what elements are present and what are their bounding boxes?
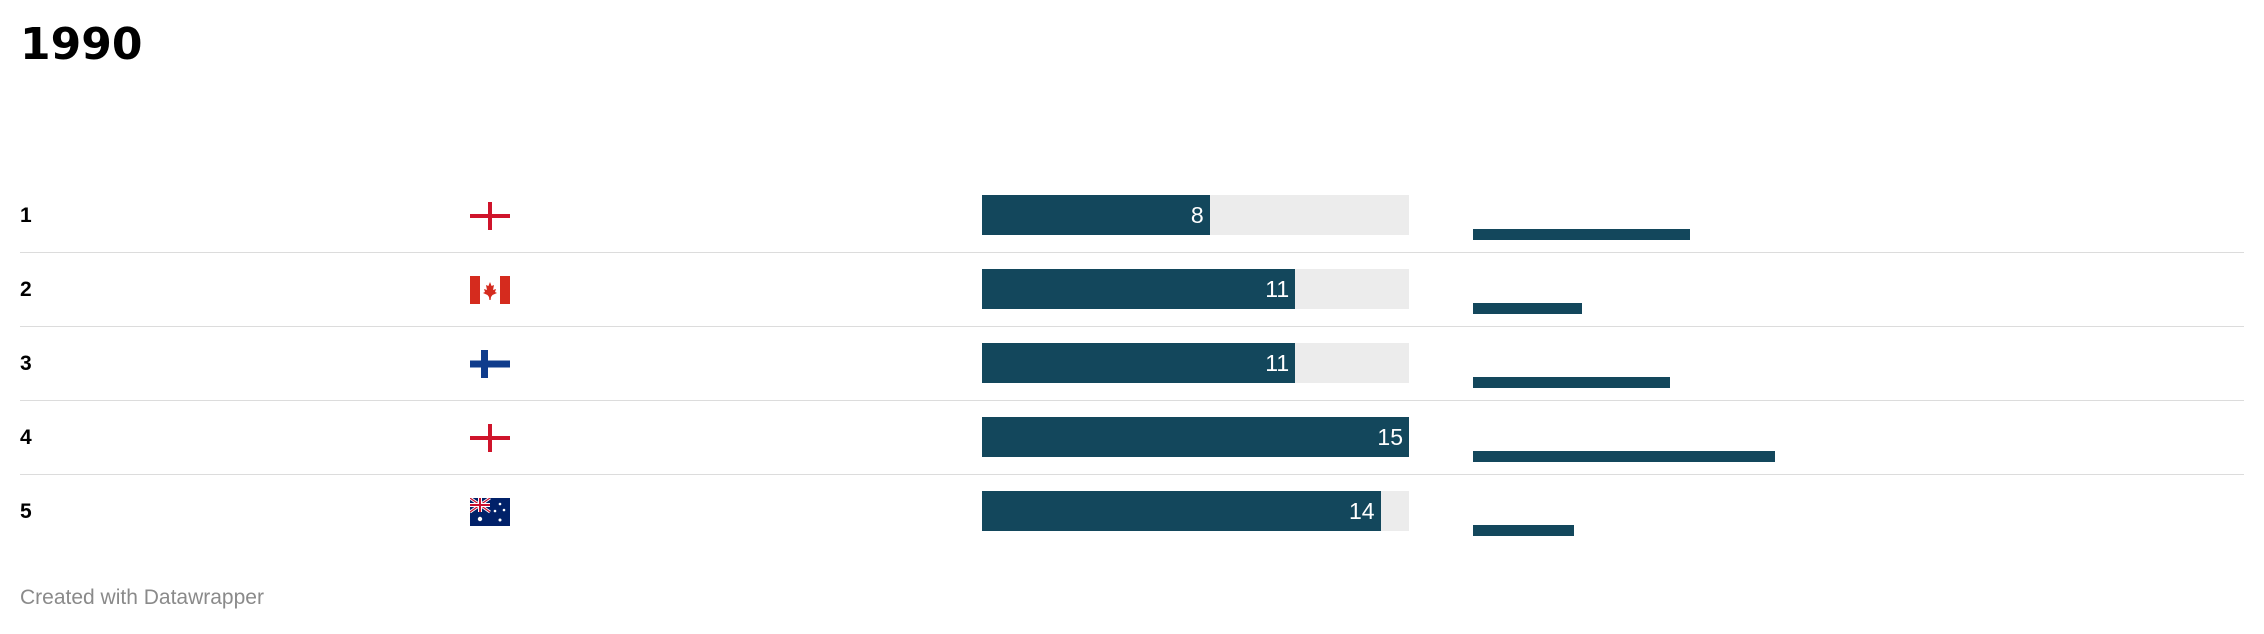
bar-value-label: 15 bbox=[1377, 424, 1403, 450]
england-flag-icon bbox=[470, 424, 510, 452]
australia-flag-icon bbox=[470, 498, 510, 526]
bar-value-label: 8 bbox=[1190, 202, 1204, 228]
england-flag-icon bbox=[470, 202, 510, 230]
bar-value-label: 11 bbox=[1265, 276, 1290, 302]
bar: 15 bbox=[982, 417, 1409, 457]
finland-flag-icon bbox=[470, 350, 510, 378]
bar-track: 15 bbox=[982, 417, 1409, 457]
rank-label: 2 bbox=[20, 278, 32, 301]
rank-label: 3 bbox=[20, 352, 32, 375]
table-row: 3 11 bbox=[20, 327, 2244, 401]
trend-bar bbox=[1473, 451, 1775, 462]
bar-track: 14 bbox=[982, 491, 1409, 531]
table-row: 4 15 bbox=[20, 401, 2244, 475]
rank-label: 5 bbox=[20, 500, 32, 523]
bar-track: 8 bbox=[982, 195, 1409, 235]
ranking-table: 1 8 2 11 3 11 4 15 5 14 bbox=[20, 179, 2244, 549]
rank-label: 1 bbox=[20, 204, 32, 227]
bar: 14 bbox=[982, 491, 1381, 531]
bar: 8 bbox=[982, 195, 1210, 235]
trend-bar bbox=[1473, 525, 1574, 536]
bar: 11 bbox=[982, 343, 1296, 383]
bar-track: 11 bbox=[982, 343, 1409, 383]
bar-track: 11 bbox=[982, 269, 1409, 309]
canada-flag-icon bbox=[470, 276, 510, 304]
bar-value-label: 11 bbox=[1265, 350, 1290, 376]
trend-bar bbox=[1473, 377, 1671, 388]
chart-title: 1990 bbox=[20, 19, 143, 70]
table-row: 5 14 bbox=[20, 475, 2244, 549]
bar-value-label: 14 bbox=[1348, 498, 1375, 524]
trend-bar bbox=[1473, 229, 1691, 240]
bar: 11 bbox=[982, 269, 1296, 309]
trend-bar bbox=[1473, 303, 1582, 314]
rank-label: 4 bbox=[20, 426, 32, 449]
table-row: 2 11 bbox=[20, 253, 2244, 327]
credit-text: Created with Datawrapper bbox=[20, 586, 264, 609]
